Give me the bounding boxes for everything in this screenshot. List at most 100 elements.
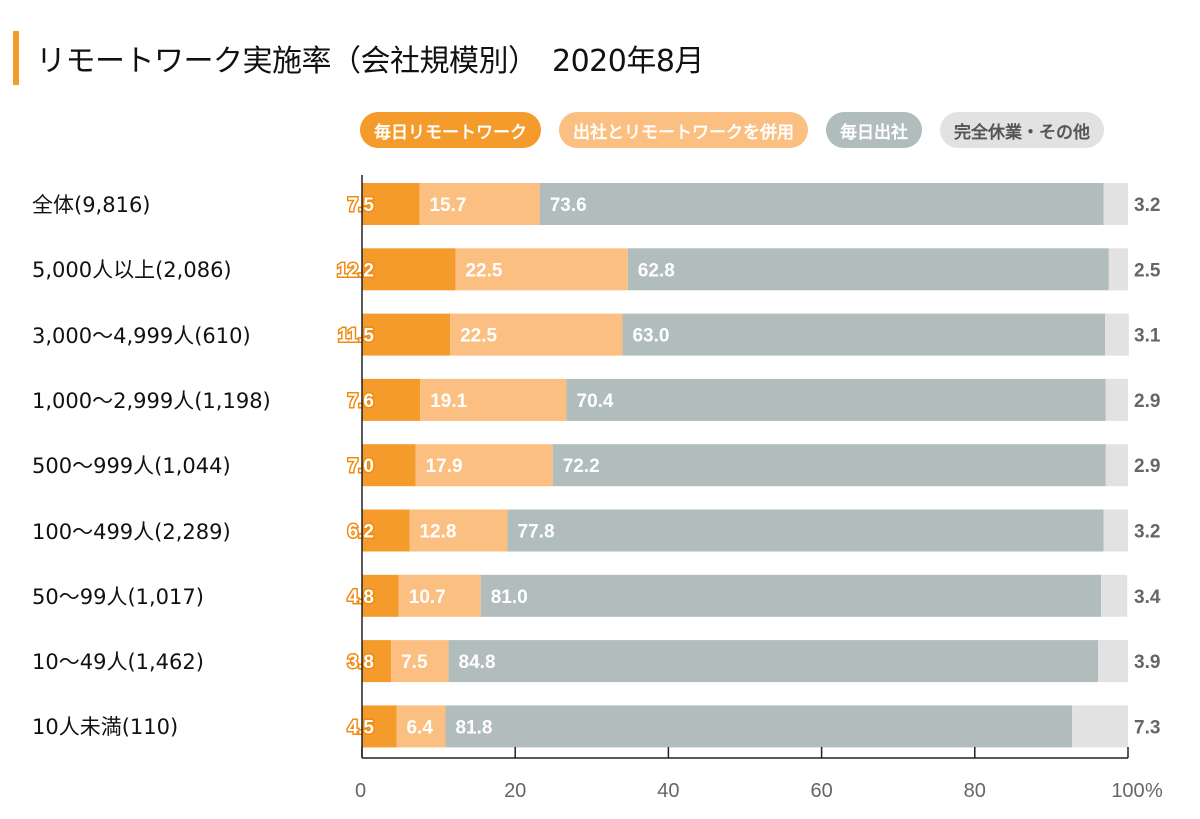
bar-segment	[362, 378, 421, 421]
data-label: 6.2	[348, 522, 374, 543]
title-accent-bar	[13, 31, 19, 85]
legend-item-other: 完全休業・その他	[940, 112, 1104, 148]
bar-segment	[362, 313, 451, 356]
legend-item-daily-office: 毎日出社	[826, 112, 922, 148]
bar-segment	[627, 248, 1109, 291]
bar-segment	[450, 313, 623, 356]
data-label: 81.8	[455, 717, 492, 738]
data-label: 7.6	[348, 391, 374, 412]
bar-segment	[362, 509, 410, 552]
bar-segment	[1101, 574, 1128, 617]
data-label: 12.2	[337, 260, 374, 281]
data-label: 17.9	[426, 456, 463, 477]
bar-segment	[409, 509, 508, 552]
bar-segment	[1103, 509, 1128, 552]
category-label: 10人未満(110)	[32, 715, 179, 740]
chart-title: リモートワーク実施率（会社規模別） 2020年8月	[36, 44, 704, 79]
legend-label: 毎日リモートワーク	[374, 122, 527, 142]
data-label: 62.8	[638, 260, 675, 281]
x-tick-label: 40	[657, 780, 679, 802]
bar-segment	[362, 640, 392, 683]
category-label: 全体(9,816)	[32, 193, 151, 217]
bar-segment	[362, 248, 456, 291]
data-label: 7.5	[348, 195, 375, 216]
bar-segment	[1105, 444, 1128, 487]
bar-segment	[362, 444, 416, 487]
category-label: 3,000〜4,999人(610)	[32, 323, 251, 348]
category-label: 500〜999人(1,044)	[32, 454, 231, 479]
legend-label: 毎日出社	[840, 122, 908, 142]
bar-segment	[1105, 378, 1128, 421]
bar-segment	[362, 183, 420, 225]
data-label: 63.0	[632, 326, 669, 347]
bar-segment	[448, 640, 1099, 683]
x-axis-unit: %	[1145, 780, 1163, 802]
bar-segment	[420, 378, 567, 421]
data-label: 3.2	[1134, 522, 1160, 543]
data-label: 2.9	[1134, 456, 1160, 477]
bar-segment	[1108, 248, 1128, 291]
x-tick-label: 60	[810, 780, 832, 802]
data-label: 72.2	[563, 456, 600, 477]
data-label: 3.9	[1134, 652, 1160, 673]
data-label: 7.5	[401, 652, 428, 673]
data-label: 6.4	[406, 717, 433, 738]
data-label: 84.8	[459, 652, 496, 673]
category-label: 10〜49人(1,462)	[32, 650, 204, 675]
data-label: 11.5	[338, 326, 374, 347]
legend-item-hybrid: 出社とリモートワークを併用	[559, 112, 808, 148]
legend: 毎日リモートワーク 出社とリモートワークを併用 毎日出社 完全休業・その他	[360, 112, 1104, 148]
data-label: 22.5	[460, 326, 497, 347]
bar-segment	[415, 444, 553, 487]
data-label: 22.5	[465, 260, 502, 281]
bar-segment	[419, 183, 540, 225]
bar-segment	[445, 705, 1073, 748]
data-label: 3.8	[348, 652, 374, 673]
bar-segment	[455, 248, 628, 291]
data-label: 3.2	[1134, 195, 1160, 216]
data-label: 10.7	[409, 587, 446, 608]
bar-segment	[507, 509, 1104, 552]
bar-segment	[396, 705, 446, 748]
data-label: 15.7	[429, 195, 466, 216]
data-label: 2.9	[1134, 391, 1160, 412]
data-label: 12.8	[419, 522, 456, 543]
x-tick-label: 20	[504, 780, 526, 802]
data-label: 19.1	[430, 391, 467, 412]
data-label: 2.5	[1134, 260, 1161, 281]
data-label: 4.8	[348, 587, 374, 608]
data-label: 3.1	[1134, 326, 1161, 347]
bar-segment	[398, 574, 481, 617]
legend-item-daily-remote: 毎日リモートワーク	[360, 112, 541, 148]
legend-label: 完全休業・その他	[954, 122, 1090, 142]
data-label: 4.5	[348, 717, 375, 738]
bar-segment	[362, 574, 399, 617]
bar-segment	[1072, 705, 1128, 748]
category-label: 5,000人以上(2,086)	[32, 258, 232, 283]
bar-segment	[622, 313, 1106, 356]
bar-segment	[1105, 313, 1129, 356]
x-tick-label: 100	[1111, 780, 1144, 802]
category-label: 50〜99人(1,017)	[32, 584, 204, 609]
data-label: 73.6	[550, 195, 587, 216]
bar-segment	[480, 574, 1102, 617]
legend-label: 出社とリモートワークを併用	[573, 122, 794, 142]
bar-segment	[1098, 640, 1128, 683]
x-tick-label: 80	[964, 780, 986, 802]
bar-segment	[391, 640, 449, 683]
data-label: 77.8	[518, 522, 555, 543]
bar-segment	[539, 183, 1104, 225]
category-label: 100〜499人(2,289)	[32, 519, 231, 544]
data-label: 70.4	[577, 391, 614, 412]
x-tick-label: 0	[355, 780, 366, 802]
bar-segment	[552, 444, 1106, 487]
data-label: 7.3	[1134, 717, 1160, 738]
data-label: 81.0	[491, 587, 528, 608]
data-label: 3.4	[1134, 587, 1161, 608]
category-label: 1,000〜2,999人(1,198)	[32, 388, 271, 413]
bar-segment	[1103, 183, 1128, 225]
bar-segment	[362, 705, 397, 748]
data-label: 7.0	[348, 456, 374, 477]
bar-segment	[566, 378, 1106, 421]
